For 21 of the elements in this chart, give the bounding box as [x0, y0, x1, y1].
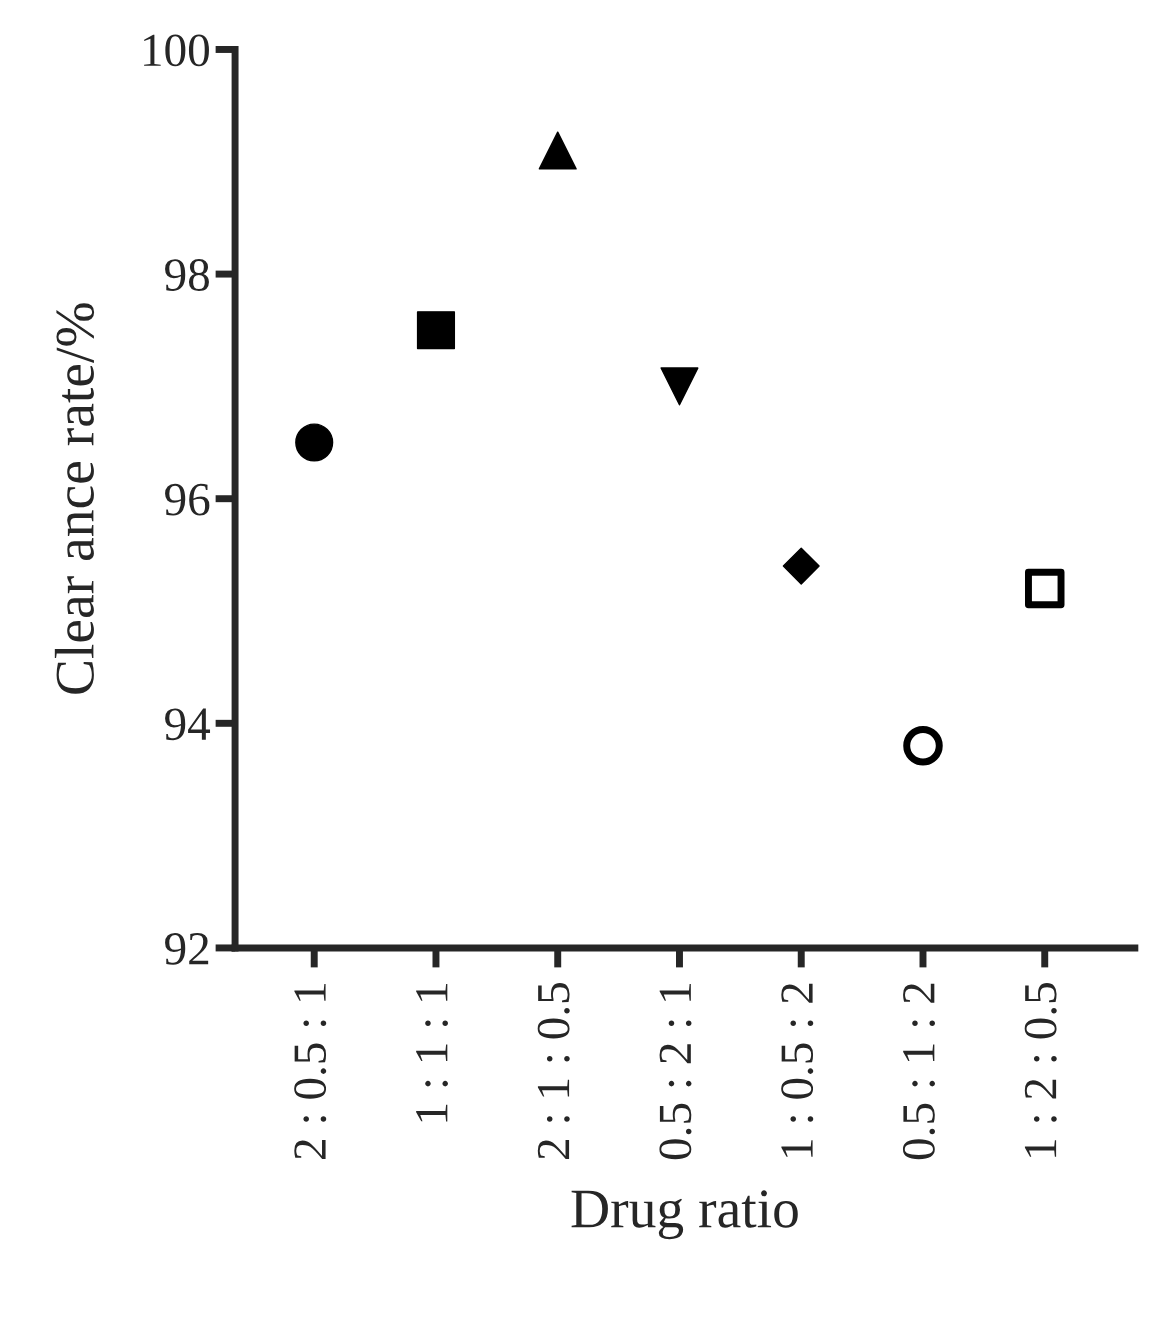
x-tick-label: 2 : 0.5 : 1: [294, 984, 327, 1159]
point: [1024, 568, 1065, 609]
x-tick-label: 2 : 1 : 0.5: [537, 983, 570, 1159]
point: [660, 367, 699, 406]
x-tick-label: 1 : 0.5 : 2: [781, 983, 814, 1157]
y-tick-label: 94: [165, 708, 211, 741]
point: [416, 311, 456, 350]
x-axis-title: Drug ratio: [571, 1190, 798, 1240]
y-axis-title: Clear ance rate/%: [54, 303, 95, 694]
x-tick-label: 1 : 1 : 1: [416, 984, 448, 1122]
y-tick-label: 98: [165, 259, 209, 291]
point: [295, 423, 334, 462]
y-tick-label: 92: [165, 933, 209, 965]
x-tick-label: 1 : 2 : 0.5: [1024, 983, 1057, 1157]
point: [782, 547, 820, 585]
y-tick-label: 100: [144, 34, 209, 67]
y-tick-label: 96: [165, 483, 210, 516]
point: [903, 726, 943, 766]
x-tick-label: 0.5 : 2 : 1: [659, 984, 692, 1160]
x-tick-label: 0.5 : 1 : 2: [902, 983, 936, 1160]
point: [538, 131, 577, 170]
